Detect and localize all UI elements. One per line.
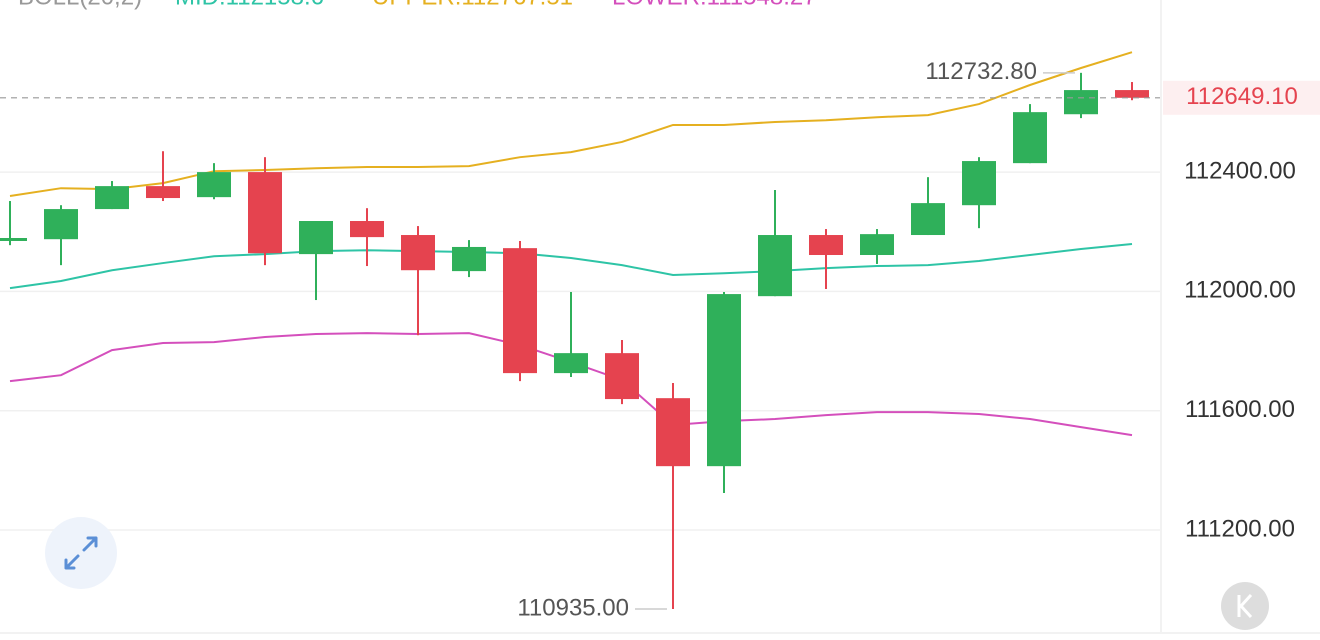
- y-tick-label: 112400.00: [1184, 157, 1296, 184]
- candle-body: [44, 209, 78, 240]
- candle-body: [248, 172, 282, 254]
- candle-body: [503, 248, 537, 374]
- candle-body: [146, 186, 180, 199]
- candle-body: [554, 353, 588, 374]
- labels: 111200.00 111600.00 112000.00 112400.00 MID:…: [0, 0, 1320, 621]
- candle-body: [860, 234, 894, 256]
- candle-body: [911, 203, 945, 236]
- max-label: 112732.80: [925, 58, 1037, 85]
- y-tick-label: 112000.00: [1184, 277, 1296, 304]
- candle-body: [758, 235, 792, 297]
- candle-body: [962, 161, 996, 206]
- indicator-title: BOLL(20,2): [18, 0, 142, 10]
- candle-body: [1013, 112, 1047, 164]
- candle-body: [401, 235, 435, 271]
- y-tick-label: 111600.00: [1185, 396, 1295, 423]
- last-price-box: [1163, 80, 1320, 115]
- candle-body: [0, 238, 27, 241]
- candle-body: [197, 172, 231, 198]
- k-button[interactable]: [1221, 582, 1269, 630]
- legend-entry: UPPER:112767.51: [372, 0, 573, 10]
- candle-body: [299, 221, 333, 255]
- candle-body: [1064, 90, 1098, 115]
- y-tick-label: 111200.00: [1185, 515, 1295, 542]
- candle-body: [1115, 90, 1149, 98]
- candle-body: [707, 294, 741, 467]
- candle-body: [95, 186, 129, 210]
- candle-body: [605, 353, 639, 400]
- candle-body: [809, 235, 843, 256]
- candle-body: [452, 246, 486, 272]
- legend-entry: LOWER:111548.27: [612, 0, 817, 10]
- min-label: 110935.00: [517, 594, 629, 621]
- candle-body: [350, 221, 384, 238]
- expand-button[interactable]: [45, 517, 117, 589]
- candle-body: [656, 398, 690, 467]
- candles: [0, 72, 1149, 610]
- boll-line: [9, 242, 1133, 290]
- legend-entry: MID:112158.6: [175, 0, 324, 10]
- last-price-label: 112649.10: [1186, 83, 1298, 110]
